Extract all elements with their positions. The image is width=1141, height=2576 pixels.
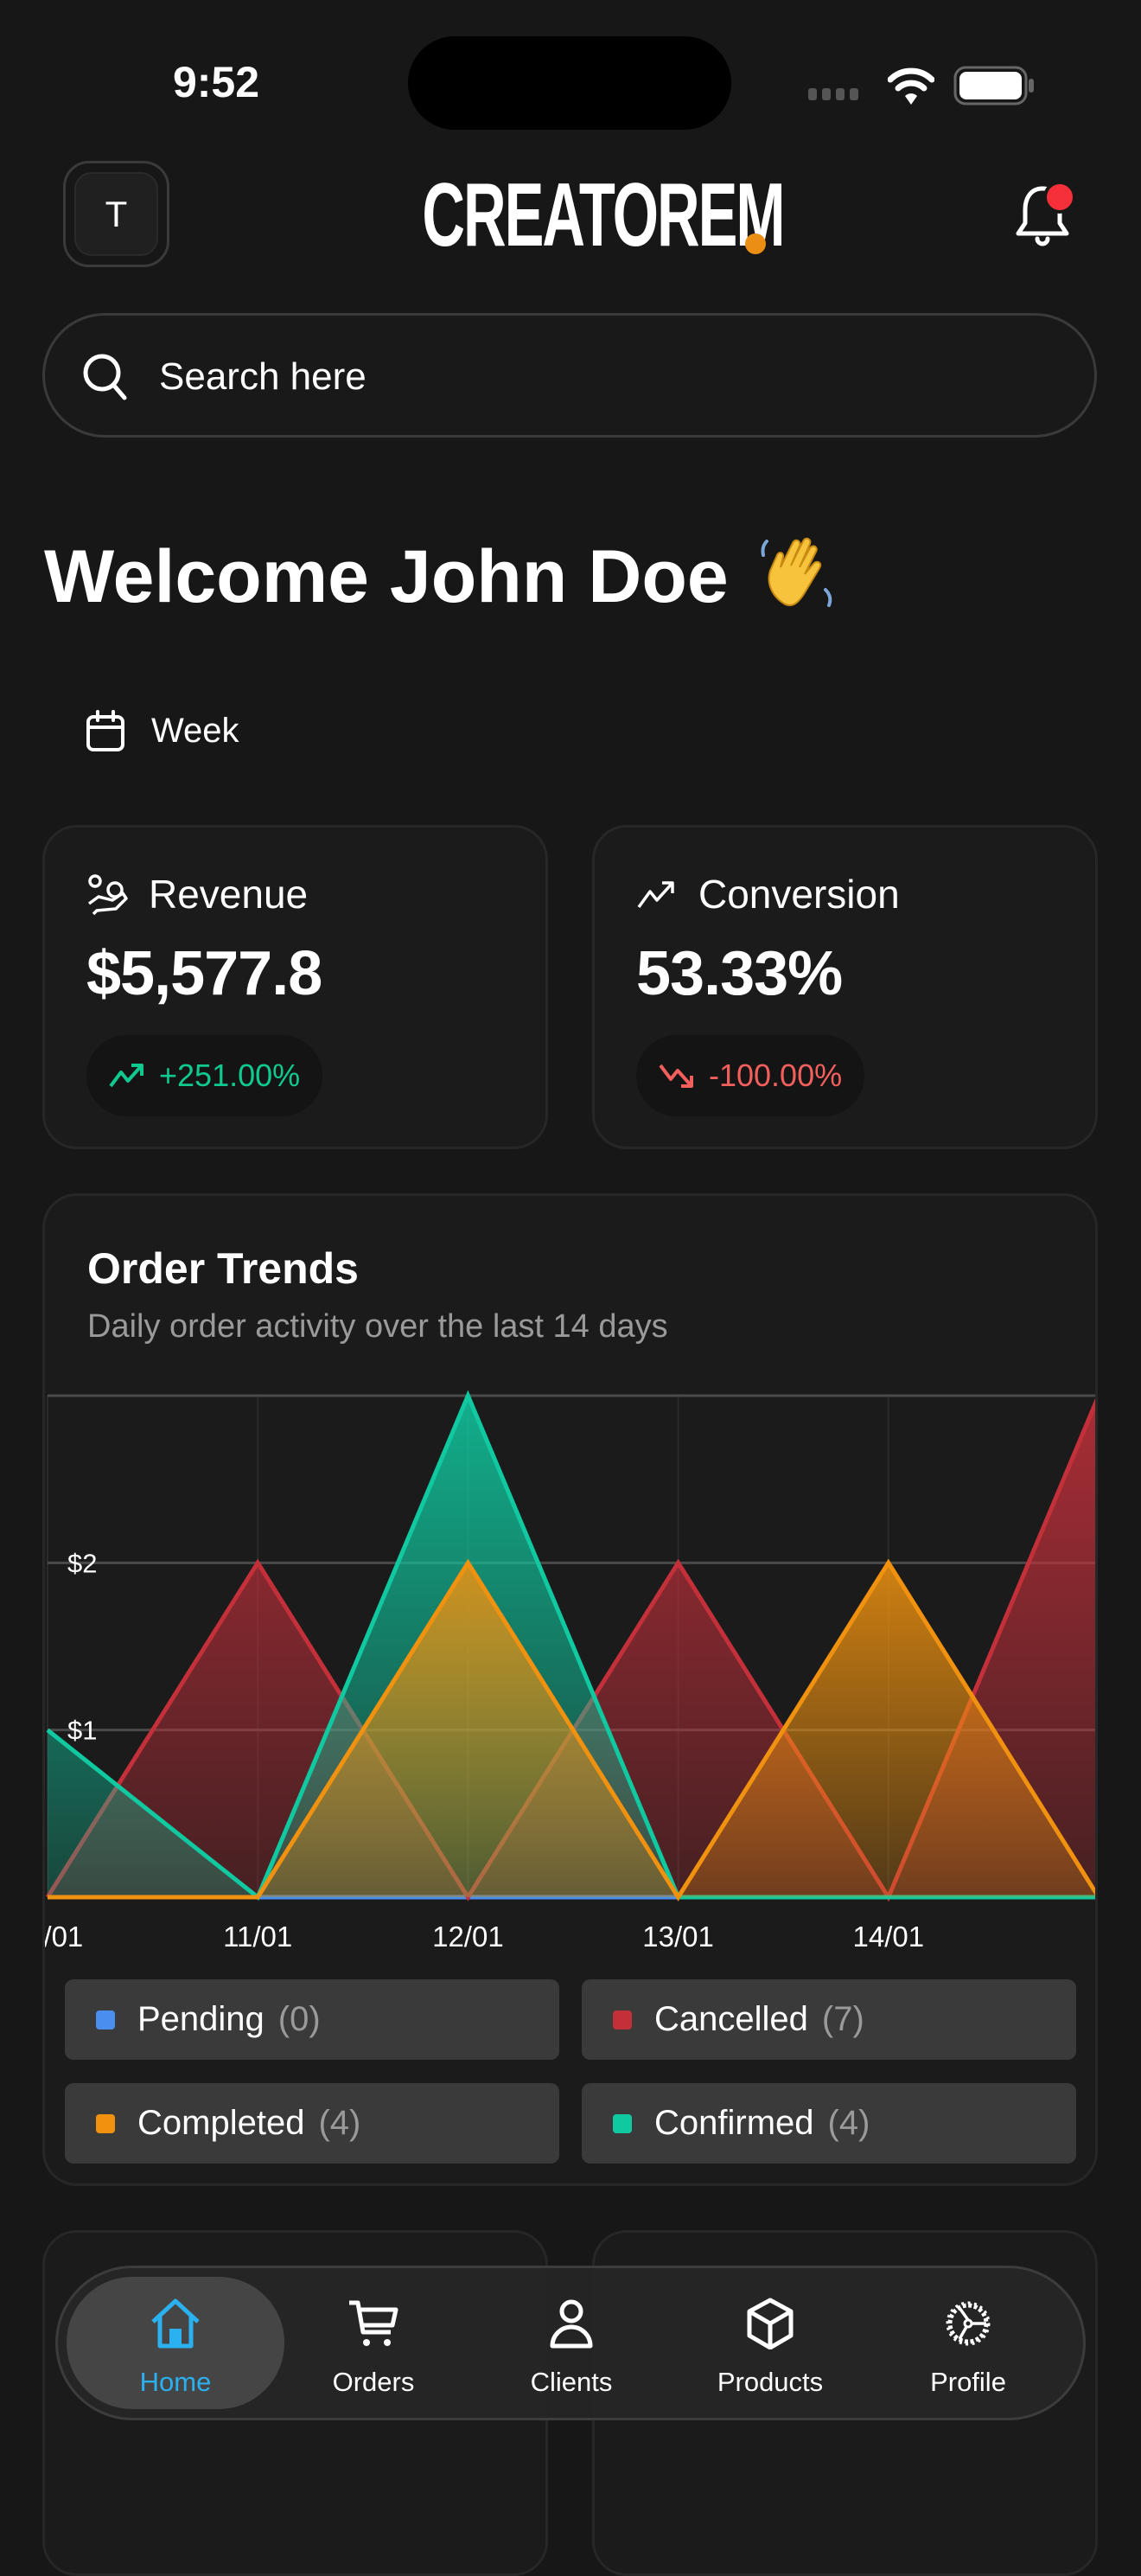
nav-label: Home (139, 2367, 212, 2397)
legend-swatch (613, 2113, 632, 2133)
welcome-heading: Welcome John Doe (44, 529, 841, 620)
waving-hand-icon (761, 537, 832, 607)
legend-count: (7) (821, 2000, 864, 2038)
bottom-nav: Home Orders Clients Products Profile (55, 2266, 1086, 2420)
gear-icon (946, 2301, 991, 2346)
period-label: Week (151, 712, 239, 750)
status-time: 9:52 (172, 58, 260, 106)
user-icon (550, 2299, 593, 2349)
calendar-icon (86, 710, 124, 751)
home-icon (151, 2298, 200, 2349)
order-trends-chart[interactable]: $1 $2 10/01 11/01 12/01 13/01 14/01 (45, 1386, 1096, 1966)
legend-swatch (96, 2010, 115, 2029)
hand-coins-icon (87, 874, 128, 916)
order-trends-card: Order Trends Daily order activity over t… (42, 1193, 1098, 2186)
notifications-button[interactable] (1011, 181, 1077, 251)
avatar-button[interactable]: T (63, 161, 169, 267)
battery-icon (953, 66, 1034, 105)
wifi-icon (888, 67, 934, 105)
conversion-card: Conversion 53.33% -100.00% (592, 825, 1098, 1149)
legend-swatch (613, 2010, 632, 2029)
stat-value: $5,577.8 (86, 939, 322, 1008)
trending-down-icon (659, 1064, 693, 1088)
legend-name: Pending (137, 2000, 265, 2038)
change-value: +251.00% (159, 1058, 301, 1093)
search-placeholder: Search here (159, 355, 367, 398)
nav-item-home[interactable]: Home (80, 2268, 271, 2418)
legend-count: (4) (827, 2104, 870, 2142)
search-input[interactable]: Search here (42, 313, 1097, 438)
notification-badge (1043, 181, 1076, 214)
x-tick-label: 14/01 (853, 1921, 925, 1953)
nav-item-orders[interactable]: Orders (278, 2268, 469, 2418)
welcome-text: Welcome John Doe (44, 535, 729, 618)
cellular-signal-icon (808, 88, 858, 100)
trending-up-icon (109, 1064, 143, 1088)
change-badge: +251.00% (86, 1035, 323, 1116)
nav-label: Profile (930, 2367, 1006, 2397)
stat-value: 53.33% (636, 939, 843, 1008)
stat-label: Revenue (149, 872, 309, 917)
nav-label: Orders (332, 2367, 415, 2397)
legend-name: Completed (137, 2104, 305, 2142)
nav-label: Products (717, 2367, 824, 2397)
logo-dot (745, 233, 766, 254)
legend-item-cancelled[interactable]: Cancelled (7) (582, 1979, 1076, 2060)
legend-item-confirmed[interactable]: Confirmed (4) (582, 2083, 1076, 2164)
change-value: -100.00% (709, 1058, 843, 1093)
card-subtitle: Daily order activity over the last 14 da… (87, 1308, 668, 1345)
dynamic-island (408, 36, 731, 130)
nav-label: Clients (530, 2367, 613, 2397)
series-line-completed (48, 1558, 1095, 1902)
app-logo: CREATOREM (422, 165, 785, 265)
period-selector[interactable]: Week (82, 705, 255, 758)
search-icon (83, 354, 127, 400)
bell-icon (1016, 181, 1076, 246)
nav-item-clients[interactable]: Clients (476, 2268, 666, 2418)
nav-item-products[interactable]: Products (675, 2268, 865, 2418)
trending-up-icon (637, 881, 674, 909)
legend-name: Cancelled (654, 2000, 808, 2038)
x-tick-label: 11/01 (223, 1921, 292, 1953)
legend-item-completed[interactable]: Completed (4) (65, 2083, 559, 2164)
cart-icon (349, 2300, 398, 2346)
x-tick-label: 13/01 (642, 1921, 714, 1953)
x-tick-label: 12/01 (432, 1921, 504, 1953)
legend-count: (0) (277, 2000, 321, 2038)
y-tick-label: $2 (67, 1548, 97, 1578)
y-tick-label: $1 (67, 1716, 97, 1746)
legend-swatch (96, 2113, 115, 2133)
revenue-card: Revenue $5,577.8 +251.00% (42, 825, 548, 1149)
legend-name: Confirmed (654, 2104, 814, 2142)
change-badge: -100.00% (636, 1035, 865, 1116)
x-tick-label: 10/01 (45, 1921, 83, 1953)
box-icon (747, 2298, 794, 2349)
legend-count: (4) (318, 2104, 361, 2142)
legend-item-pending[interactable]: Pending (0) (65, 1979, 559, 2060)
avatar-initial: T (74, 172, 158, 256)
nav-item-profile[interactable]: Profile (873, 2268, 1063, 2418)
stat-label: Conversion (698, 872, 900, 917)
card-title: Order Trends (87, 1244, 359, 1293)
